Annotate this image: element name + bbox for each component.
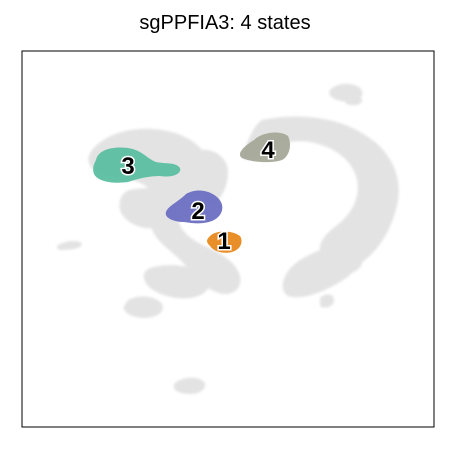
state-3-cluster xyxy=(93,147,181,183)
background-cell-cluster xyxy=(143,265,210,299)
state-label-1: 1 xyxy=(217,228,230,255)
highlighted-states xyxy=(93,132,290,253)
state-label-2: 2 xyxy=(191,198,204,225)
state-label-3: 3 xyxy=(121,153,134,180)
state-2-cluster xyxy=(165,190,223,224)
state-label-4: 4 xyxy=(261,137,275,164)
plot-frame xyxy=(21,50,435,428)
chart-title: sgPPFIA3: 4 states xyxy=(139,12,311,34)
state-4-cluster xyxy=(239,132,290,163)
background-cell-cluster xyxy=(123,296,163,318)
background-cell-cluster xyxy=(345,93,362,106)
state-1-cluster xyxy=(207,231,242,253)
background-cell-cluster xyxy=(243,116,399,269)
background-cell-cluster xyxy=(173,377,206,394)
background-cell-cluster xyxy=(282,244,362,298)
background-cell-cluster xyxy=(320,294,334,308)
background-cell-cluster xyxy=(346,246,364,272)
background-cell-cluster xyxy=(119,188,177,229)
background-cell-cluster xyxy=(56,241,82,250)
